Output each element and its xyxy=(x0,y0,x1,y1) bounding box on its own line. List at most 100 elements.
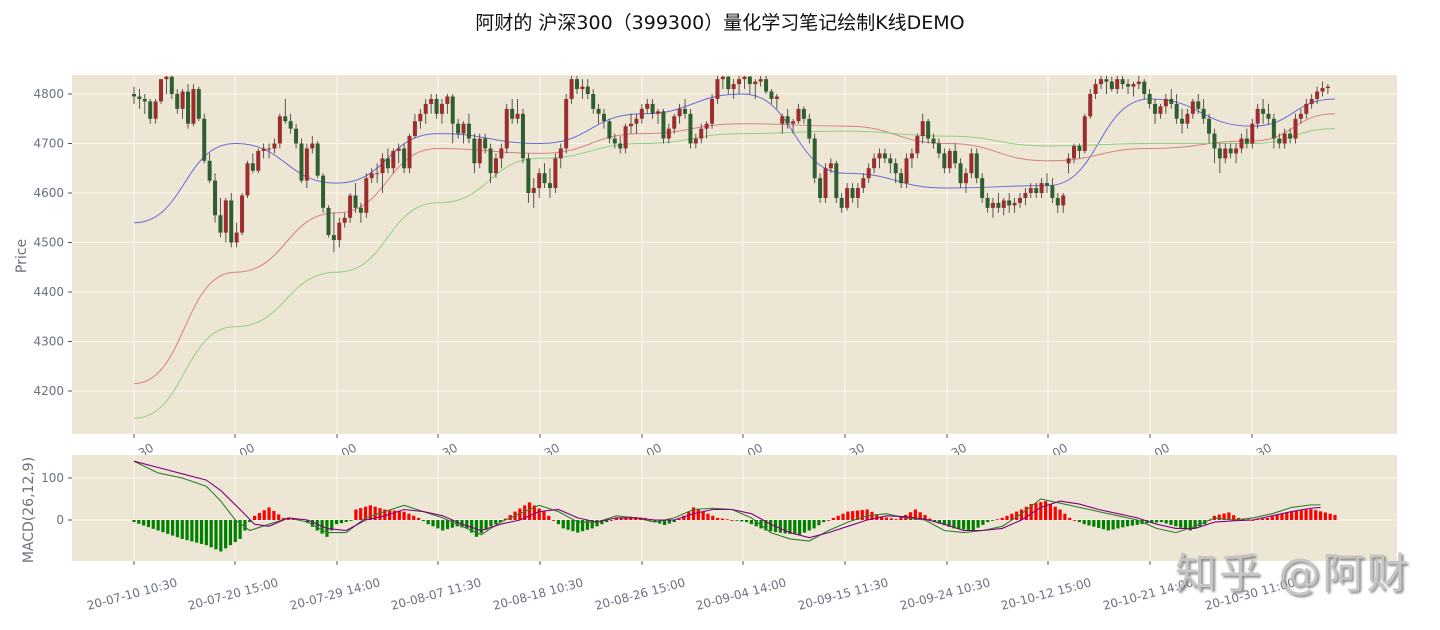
macd-bar-positive xyxy=(1304,509,1308,520)
candle-down xyxy=(547,183,552,189)
macd-bar-negative xyxy=(455,520,459,527)
macd-bar-positive xyxy=(402,511,406,520)
macd-bar-positive xyxy=(1039,502,1043,520)
macd-bar-negative xyxy=(966,520,971,530)
macd-bar-positive xyxy=(547,515,551,520)
candle-down xyxy=(1050,185,1055,198)
candle-up xyxy=(715,79,720,99)
candle-down xyxy=(650,103,655,114)
macd-bar-negative xyxy=(151,520,155,529)
candle-down xyxy=(1169,98,1174,104)
candle-up xyxy=(429,98,434,104)
macd-bar-negative xyxy=(667,520,671,524)
macd-bar-positive xyxy=(894,519,898,520)
candle-up xyxy=(564,98,569,149)
candle-down xyxy=(839,197,844,208)
candle-down xyxy=(985,197,990,208)
macd-bar-negative xyxy=(744,520,749,523)
macd-bar-positive xyxy=(884,517,889,520)
macd-bar-positive xyxy=(503,518,507,520)
candle-up xyxy=(1255,108,1260,124)
candle-down xyxy=(1077,145,1082,151)
candle-up xyxy=(796,108,801,122)
macd-bar-positive xyxy=(1318,511,1323,520)
macd-bar-positive xyxy=(1072,520,1077,521)
x-tick-label: 20-07-10 10:30 xyxy=(85,575,178,613)
macd-bar-negative xyxy=(421,520,425,522)
macd-bar-negative xyxy=(465,520,469,529)
macd-bar-positive xyxy=(841,513,845,520)
candle-down xyxy=(526,158,531,193)
price-y-axis: 4200 4300 4400 4500 4600 4700 4800 xyxy=(33,87,72,398)
macd-bar-negative xyxy=(137,520,141,524)
macd-bar-negative xyxy=(209,520,213,548)
macd-bar-negative xyxy=(1145,520,1149,524)
macd-bar-positive xyxy=(720,518,725,520)
candle-down xyxy=(1261,108,1266,114)
candle-up xyxy=(1131,84,1136,87)
candle-down xyxy=(596,108,601,114)
macd-bar-negative xyxy=(489,520,493,527)
macd-bar-negative xyxy=(1082,520,1086,525)
macd-bar-negative xyxy=(344,520,348,522)
macd-axes-background xyxy=(72,455,1397,561)
macd-bar-positive xyxy=(542,511,546,520)
macd-bar-positive xyxy=(363,506,368,520)
candle-up xyxy=(1250,123,1255,144)
macd-bar-positive xyxy=(899,517,903,520)
macd-bar-negative xyxy=(441,520,445,531)
candle-up xyxy=(845,188,850,208)
candle-up xyxy=(639,108,644,119)
macd-bar-negative xyxy=(952,520,956,529)
candle-up xyxy=(742,76,747,80)
macd-bar-negative xyxy=(1087,520,1091,526)
macd-bar-negative xyxy=(566,520,570,530)
macd-bar-positive xyxy=(1265,517,1270,520)
x-tick-label: 20-07-20 15:00 xyxy=(186,575,279,613)
candle-down xyxy=(1180,118,1185,124)
candle-up xyxy=(1066,158,1071,164)
candle-down xyxy=(980,178,985,198)
macd-bar-positive xyxy=(1227,512,1231,520)
macd-bar-positive xyxy=(725,519,729,521)
candle-down xyxy=(888,158,893,164)
macd-bar-negative xyxy=(585,520,589,530)
candle-down xyxy=(488,148,493,174)
watermark: 知乎 @阿财 xyxy=(1175,549,1411,598)
candle-down xyxy=(175,94,180,109)
macd-bar-negative xyxy=(653,520,657,523)
macd-bar-negative xyxy=(1183,520,1188,530)
candle-up xyxy=(1012,202,1017,206)
candle-down xyxy=(591,94,596,109)
macd-bar-negative xyxy=(1097,520,1101,528)
candle-up xyxy=(1023,193,1028,198)
candle-down xyxy=(456,123,461,134)
macd-bar-negative xyxy=(310,520,315,527)
candle-down xyxy=(974,153,979,179)
candle-up xyxy=(515,113,520,119)
candle-up xyxy=(866,168,871,179)
candle-down xyxy=(1034,188,1039,193)
candle-down xyxy=(1109,81,1114,90)
candle-down xyxy=(893,163,898,174)
macd-bar-negative xyxy=(986,520,990,523)
candle-up xyxy=(240,195,245,233)
macd-bar-negative xyxy=(740,520,744,522)
macd-bar-positive xyxy=(407,513,411,520)
macd-y-axis: 0 100 xyxy=(41,471,72,527)
candle-up xyxy=(758,79,763,82)
candle-up xyxy=(990,202,995,208)
macd-bar-negative xyxy=(228,520,233,546)
candle-down xyxy=(926,121,931,139)
candle-down xyxy=(321,175,326,208)
macd-bar-negative xyxy=(754,520,758,527)
macd-bar-negative xyxy=(580,520,585,532)
candle-up xyxy=(1039,183,1044,193)
macd-bar-positive xyxy=(388,510,392,520)
candle-down xyxy=(472,138,477,164)
candle-up xyxy=(1315,91,1320,99)
macd-bar-negative xyxy=(1198,520,1202,527)
y-tick-label: 0 xyxy=(56,513,64,527)
macd-bar-positive xyxy=(1048,503,1053,520)
macd-bar-positive xyxy=(634,517,638,520)
